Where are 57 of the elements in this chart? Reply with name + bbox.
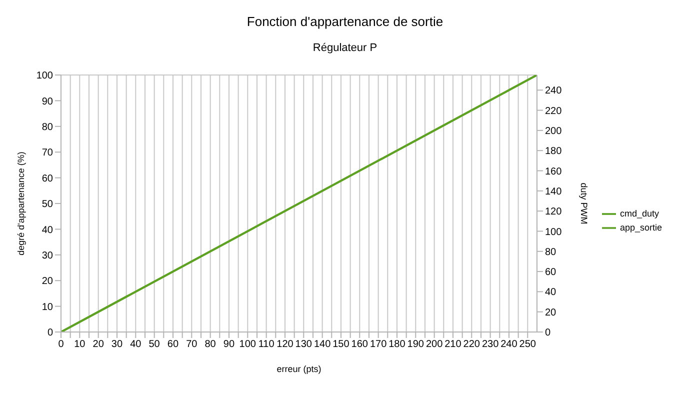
y-tick-label: 20 <box>42 276 54 288</box>
y2-tick-label: 160 <box>544 166 562 178</box>
x-tick-label: 10 <box>74 339 86 350</box>
x-tick-label: 20 <box>92 339 104 350</box>
y-tick-label: 80 <box>42 122 54 133</box>
x-tick-label: 150 <box>332 339 350 350</box>
x-tick-label: 190 <box>407 339 424 350</box>
y-tick-label: 30 <box>42 250 54 262</box>
y2-tick-label: 20 <box>544 307 557 318</box>
y2-tick-label: 140 <box>544 186 562 198</box>
y2-tick-label: 120 <box>544 206 562 218</box>
y-tick-label: 100 <box>36 70 54 82</box>
x-tick-label: 250 <box>519 339 536 350</box>
x-tick-label: 210 <box>444 339 462 350</box>
y2-tick-label: 180 <box>544 146 562 158</box>
x-tick-label: 70 <box>186 339 198 350</box>
y-tick-label: 10 <box>42 302 54 313</box>
x-tick-label: 160 <box>351 339 368 350</box>
y-tick-label: 40 <box>42 224 54 236</box>
legend-label: cmd_duty <box>620 208 659 218</box>
x-tick-label: 80 <box>204 339 216 350</box>
y2-tick-label: 100 <box>544 226 562 238</box>
x-tick-label: 200 <box>426 339 444 350</box>
y-tick-label: 90 <box>42 96 54 108</box>
x-tick-label: 130 <box>295 339 312 350</box>
y2-tick-label: 80 <box>544 246 557 258</box>
x-tick-label: 60 <box>167 339 179 350</box>
x-tick-label: 170 <box>370 339 388 350</box>
chart-subtitle: Régulateur P <box>312 42 378 54</box>
y2-tick-label: 40 <box>544 287 557 298</box>
x-tick-label: 120 <box>276 339 294 350</box>
y-tick-label: 60 <box>42 173 54 184</box>
x-tick-label: 100 <box>239 339 256 350</box>
y-tick-label: 70 <box>42 148 54 159</box>
x-tick-label: 230 <box>482 339 500 350</box>
y2-axis-title: duty PWM <box>578 182 589 224</box>
x-tick-label: 30 <box>111 339 123 350</box>
x-tick-label: 50 <box>148 339 160 350</box>
legend-label: app_sortie <box>620 222 662 232</box>
x-tick-label: 0 <box>58 339 64 350</box>
y2-tick-label: 0 <box>544 328 551 339</box>
y2-tick-label: 240 <box>544 86 562 97</box>
x-tick-label: 110 <box>258 339 275 350</box>
y2-tick-label: 200 <box>544 126 562 137</box>
y-axis-title: degré d'appartenance (%) <box>16 152 26 256</box>
x-tick-label: 40 <box>130 339 142 350</box>
y2-tick-label: 60 <box>544 267 557 278</box>
chart-title: Fonction d'appartenance de sortie <box>246 14 444 29</box>
x-tick-label: 90 <box>223 339 235 350</box>
x-axis-title: erreur (pts) <box>276 364 322 374</box>
x-tick-label: 180 <box>388 339 406 350</box>
x-tick-label: 220 <box>463 339 480 350</box>
y2-tick-label: 220 <box>544 106 562 117</box>
y-tick-label: 50 <box>42 199 54 210</box>
y-tick-label: 0 <box>47 328 54 339</box>
x-tick-label: 240 <box>500 339 518 350</box>
x-tick-label: 140 <box>314 339 332 350</box>
